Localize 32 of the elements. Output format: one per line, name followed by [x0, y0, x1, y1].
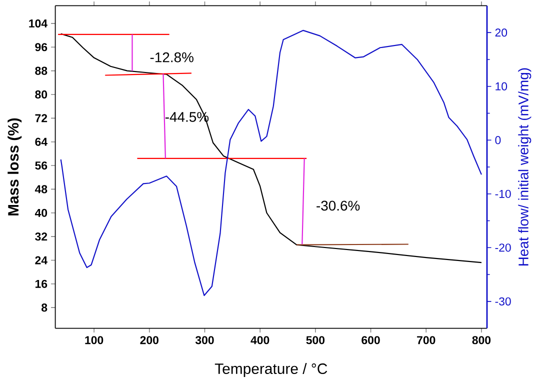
y-tick-label: 104 [29, 19, 48, 28]
y-tick-label: 32 [35, 232, 48, 241]
y-tick-label: 24 [35, 256, 48, 264]
x-tick-label: 300 [195, 336, 214, 344]
y2-tick-label: -20 [495, 244, 511, 252]
x-tick-label: 600 [362, 336, 380, 344]
y-tick-label: 16 [36, 280, 48, 288]
y2-tick-label: 0 [495, 136, 501, 144]
y2-tick-label: -10 [495, 190, 511, 198]
x-tick-label: 200 [140, 336, 158, 344]
x-tick-label: 800 [472, 336, 491, 344]
x-tick-label: 100 [85, 336, 104, 344]
y-tick-label: 56 [35, 161, 48, 170]
y-tick-label: 64 [35, 138, 48, 146]
y2-axis-title: Heat flow/ initial weight (mV/mg) [518, 68, 532, 266]
y2-tick-label: 20 [495, 28, 508, 37]
y-tick-label: 96 [35, 43, 48, 52]
annotation: -30.6% [316, 200, 360, 211]
y-axis-title: Mass loss (%) [8, 118, 22, 216]
x-tick-label: 700 [417, 336, 436, 344]
y2-tick-label: -30 [495, 297, 511, 306]
y-tick-label: 48 [34, 185, 48, 194]
y-tick-label: 72 [35, 114, 48, 122]
annotation: -12.8% [150, 52, 194, 62]
x-tick-label: 500 [306, 336, 325, 344]
x-axis-title: Temperature / °C [214, 363, 328, 377]
y-tick-label: 8 [42, 304, 48, 312]
y2-tick-label: 10 [496, 82, 508, 90]
y-tick-label: 80 [35, 90, 48, 99]
y-tick-label: 88 [35, 66, 48, 75]
y-tick-label: 40 [34, 208, 48, 217]
x-tick-label: 400 [250, 336, 270, 344]
